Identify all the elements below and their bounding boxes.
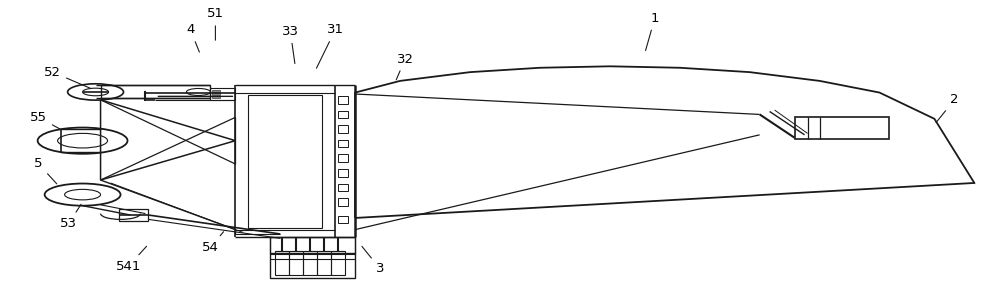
Bar [338,140,348,147]
Bar [338,111,348,118]
Text: 51: 51 [207,7,224,40]
Text: 31: 31 [316,23,344,68]
Text: 4: 4 [186,23,199,52]
Text: 5: 5 [34,158,57,184]
Bar [338,169,348,177]
Bar [338,96,348,104]
Bar [289,251,303,275]
Text: 541: 541 [116,246,147,272]
Bar [303,251,317,275]
Bar [338,154,348,162]
Text: 33: 33 [282,25,299,64]
Bar [338,125,348,133]
Bar [270,237,355,278]
Bar [338,216,348,223]
Bar [270,237,355,254]
Text: 54: 54 [202,232,224,254]
Bar [338,198,348,206]
Text: 32: 32 [396,52,414,80]
Text: 55: 55 [30,111,60,129]
Bar [317,251,331,275]
Bar [248,96,322,228]
Bar [275,251,289,275]
Text: 53: 53 [60,204,81,230]
Bar [210,88,235,100]
Bar [212,96,220,98]
Bar [212,93,220,95]
Text: 3: 3 [362,246,384,275]
Bar [331,251,345,275]
Bar [338,183,348,191]
Bar [101,85,210,98]
Text: 1: 1 [646,12,659,50]
Bar [212,90,220,92]
Text: 52: 52 [44,66,91,88]
Bar [795,117,889,139]
Text: 2: 2 [936,93,959,122]
Bar [119,209,148,221]
